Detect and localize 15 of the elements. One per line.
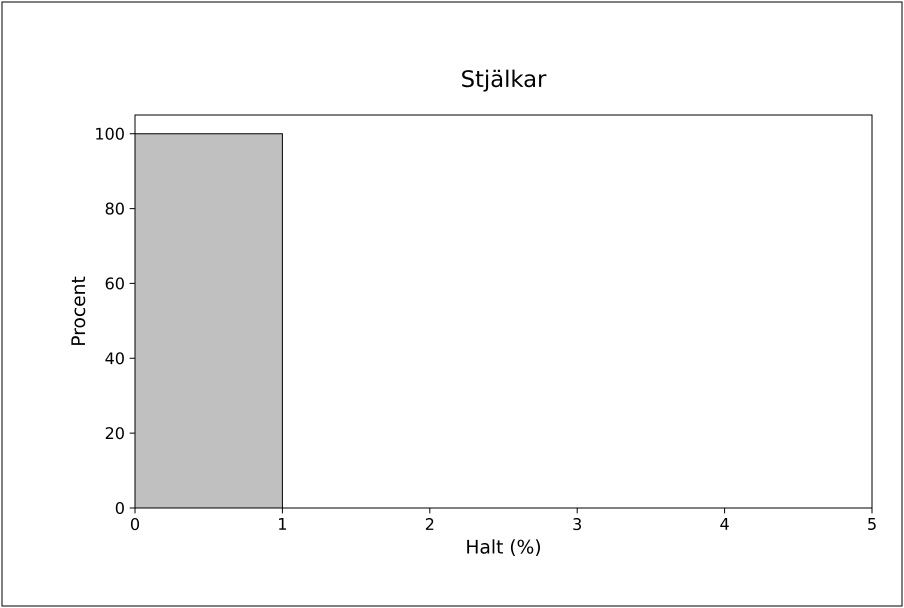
x-tick-label: 5 [868,518,876,530]
y-tick-label: 60 [106,277,124,290]
x-tick-label: 1 [279,518,286,530]
x-tick-label: 4 [720,518,729,530]
y-axis-title: Procent [71,276,86,345]
y-tick-label: 20 [106,427,124,440]
x-axis-title: Halt (%) [467,539,540,556]
y-tick-label: 0 [116,502,124,514]
x-tick-label: 2 [426,518,434,530]
y-tick-label: 100 [96,128,124,140]
y-tick-label: 40 [105,352,124,364]
chart-title: Stjälkar [462,70,546,92]
y-tick-label: 80 [106,202,124,215]
x-tick-label: 3 [573,518,581,530]
x-tick-label: 0 [130,518,140,530]
